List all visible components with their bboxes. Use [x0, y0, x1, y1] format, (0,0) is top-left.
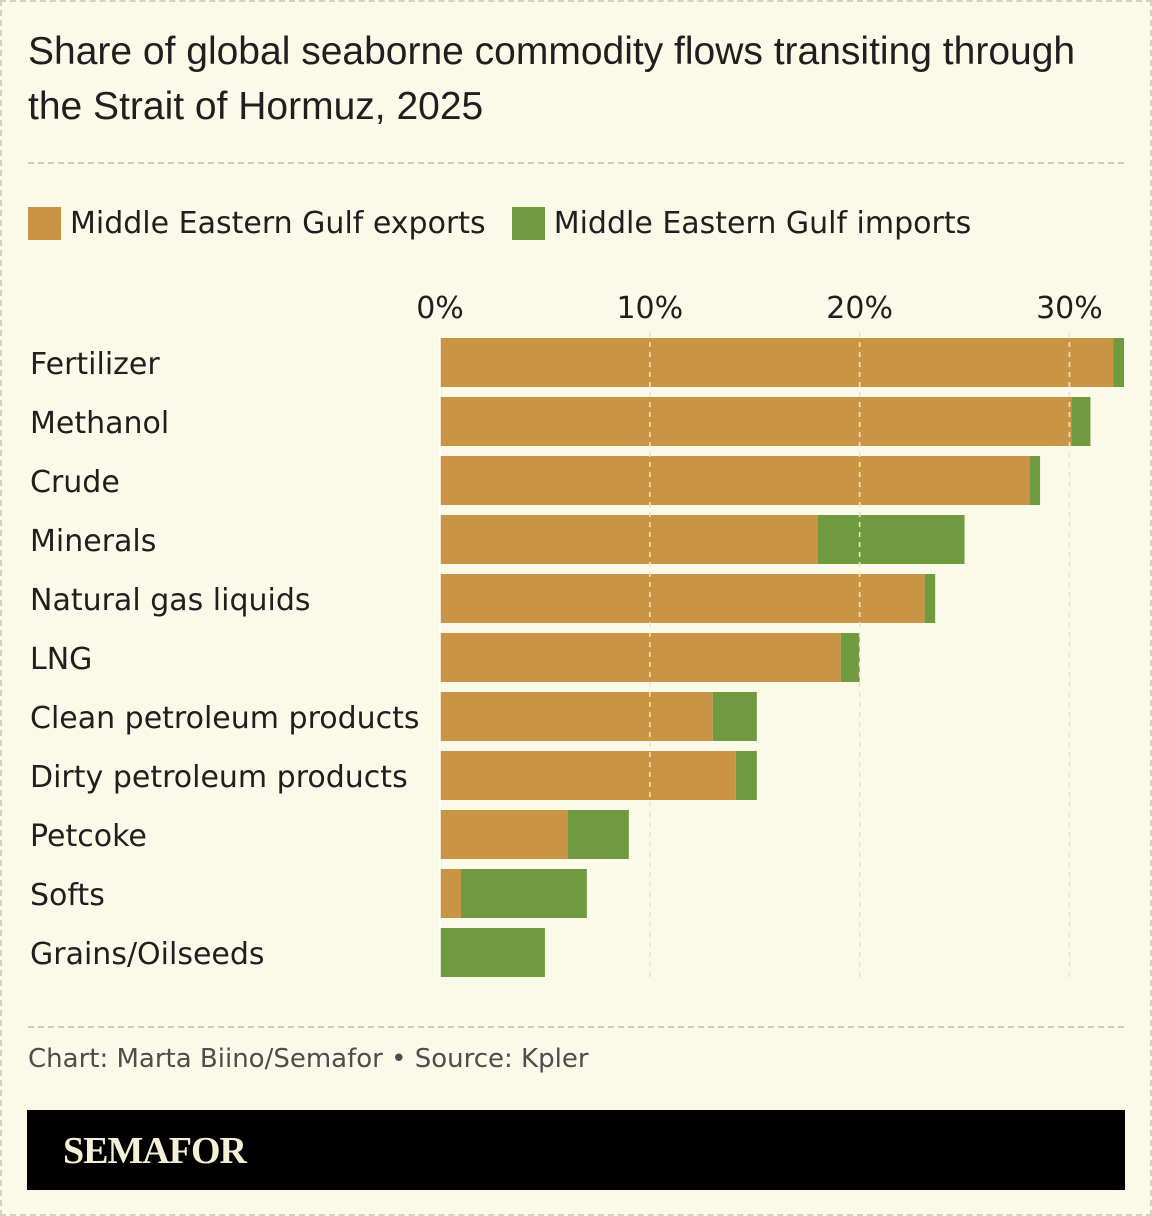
- semafor-logo: SEMAFOR: [63, 1130, 247, 1172]
- imports-swatch: [511, 206, 545, 240]
- bar-exports-3: [440, 515, 818, 564]
- bar-imports-3: [817, 515, 965, 564]
- category-label: Dirty petroleum products: [30, 760, 408, 795]
- source-note: Chart: Marta Biino/Semafor • Source: Kpl…: [28, 1044, 589, 1074]
- category-label: Minerals: [30, 524, 156, 559]
- category-label: Petcoke: [30, 819, 147, 854]
- legend-item-imports: Middle Eastern Gulf imports: [511, 205, 972, 241]
- bar-exports-5: [440, 633, 841, 682]
- legend: Middle Eastern Gulf exports Middle Easte…: [28, 200, 997, 246]
- bar-imports-0: [1113, 338, 1124, 387]
- exports-swatch: [28, 206, 61, 240]
- category-label: Crude: [30, 465, 120, 500]
- bar-exports-4: [440, 574, 925, 623]
- category-label: Methanol: [30, 406, 169, 441]
- bar-imports-7: [735, 751, 757, 800]
- category-label: LNG: [30, 642, 92, 677]
- chart-title: Share of global seaborne commodity flows…: [28, 30, 1076, 128]
- bar-exports-6: [440, 692, 713, 741]
- bar-imports-2: [1029, 456, 1041, 505]
- category-label: Fertilizer: [30, 347, 160, 382]
- bar-imports-1: [1071, 397, 1091, 446]
- legend-label-exports: Middle Eastern Gulf exports: [70, 205, 486, 241]
- bar-imports-10: [440, 928, 545, 977]
- legend-item-exports: Middle Eastern Gulf exports: [28, 206, 486, 241]
- bar-imports-9: [460, 869, 587, 918]
- footer-bar: SEMAFOR: [27, 1110, 1125, 1190]
- x-tick-label: 0%: [416, 291, 464, 326]
- bar-chart: Fertilizer Methanol Crude Minerals Natural g…: [30, 291, 1124, 980]
- bar-imports-6: [712, 692, 757, 741]
- category-label: Grains/Oilseeds: [30, 937, 265, 972]
- divider-top: [28, 162, 1124, 164]
- category-label: Softs: [30, 878, 105, 913]
- bar-exports-2: [440, 456, 1030, 505]
- x-tick-label: 30%: [1036, 291, 1103, 326]
- category-label: Natural gas liquids: [30, 583, 311, 618]
- legend-label-imports: Middle Eastern Gulf imports: [553, 205, 972, 241]
- category-label: Clean petroleum products: [30, 701, 420, 736]
- bar-exports-7: [440, 751, 736, 800]
- bar-exports-9: [440, 869, 461, 918]
- divider-bottom: [28, 1026, 1124, 1028]
- bar-imports-5: [840, 633, 860, 682]
- bar-exports-8: [440, 810, 568, 859]
- bar-exports-1: [440, 397, 1072, 446]
- bar-exports-0: [440, 338, 1114, 387]
- x-tick-label: 20%: [826, 291, 893, 326]
- bar-imports-4: [924, 574, 936, 623]
- bar-imports-8: [567, 810, 629, 859]
- x-tick-label: 10%: [616, 291, 683, 326]
